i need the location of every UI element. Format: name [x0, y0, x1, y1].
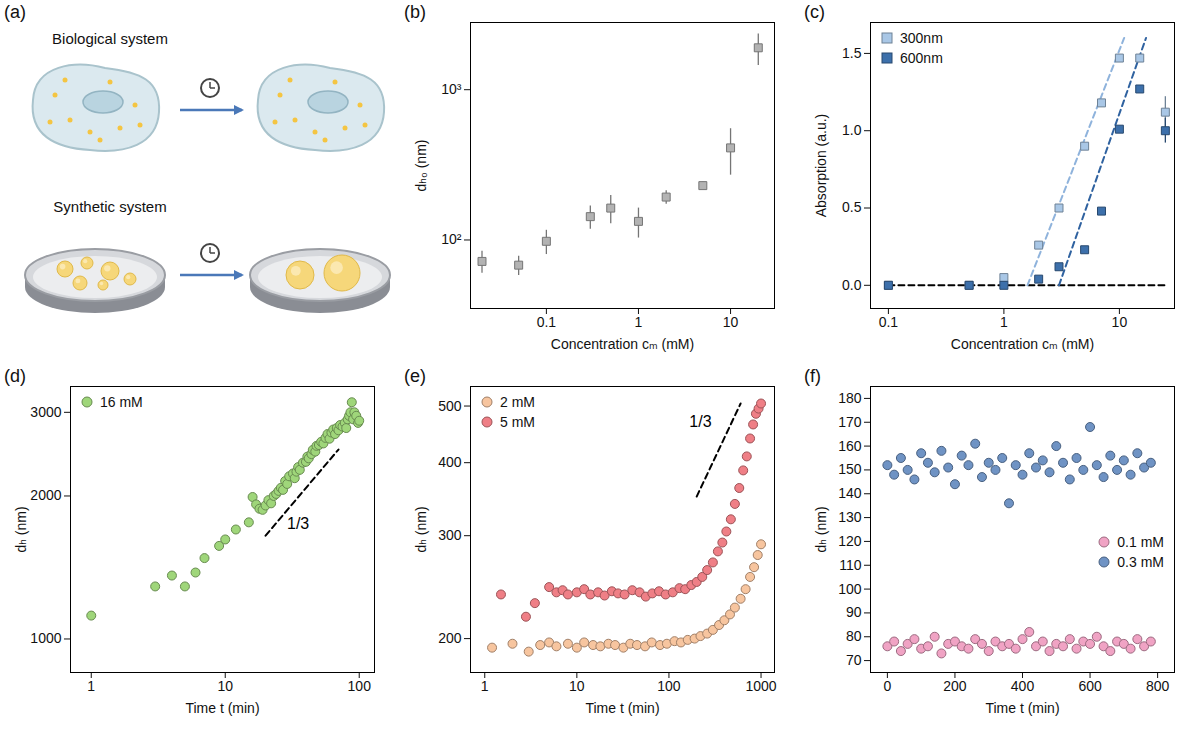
svg-text:100: 100 — [657, 678, 681, 694]
html-text:(d): (d) — [4, 366, 26, 386]
svg-text:0.5: 0.5 — [842, 199, 862, 215]
svg-text:1: 1 — [481, 678, 489, 694]
svg-text:100: 100 — [838, 581, 862, 597]
svg-text:110: 110 — [839, 557, 862, 573]
svg-text:1/3: 1/3 — [689, 413, 711, 430]
svg-text:300: 300 — [438, 527, 462, 543]
svg-text:150: 150 — [838, 461, 862, 477]
svg-text:1000: 1000 — [745, 678, 776, 694]
svg-text:200: 200 — [438, 630, 462, 646]
html-text:(b): (b) — [404, 2, 426, 22]
html-text:16 mM: 16 mM — [100, 394, 143, 410]
svg-text:1.0: 1.0 — [842, 122, 862, 138]
html-text:2 mM: 2 mM — [500, 394, 535, 410]
svg-text:10: 10 — [569, 678, 585, 694]
svg-text:0.0: 0.0 — [842, 277, 862, 293]
svg-text:500: 500 — [438, 398, 462, 414]
svg-text:Time t (min): Time t (min) — [585, 700, 659, 716]
svg-text:600: 600 — [1078, 678, 1102, 694]
svg-text:0: 0 — [883, 678, 891, 694]
svg-text:80: 80 — [846, 628, 862, 644]
svg-text:90: 90 — [846, 604, 862, 620]
svg-text:10³: 10³ — [441, 81, 462, 97]
svg-text:Time t (min): Time t (min) — [185, 700, 259, 716]
svg-text:0.1: 0.1 — [879, 314, 899, 330]
svg-text:130: 130 — [838, 509, 862, 525]
svg-text:2000: 2000 — [30, 487, 61, 503]
svg-text:70: 70 — [846, 652, 862, 668]
svg-text:10: 10 — [723, 314, 739, 330]
svg-text:10²: 10² — [441, 231, 462, 247]
svg-text:400: 400 — [438, 454, 462, 470]
svg-text:140: 140 — [838, 485, 862, 501]
svg-text:1: 1 — [635, 314, 643, 330]
svg-text:1: 1 — [1000, 314, 1008, 330]
html-text:0.1 mM: 0.1 mM — [1117, 533, 1164, 550]
svg-text:dₕ (nm): dₕ (nm) — [13, 506, 29, 552]
html-text:0.3 mM: 0.3 mM — [1117, 553, 1164, 570]
svg-text:100: 100 — [348, 678, 372, 694]
svg-text:160: 160 — [838, 438, 862, 454]
svg-text:10: 10 — [217, 678, 233, 694]
svg-text:dₕ₀ (nm): dₕ₀ (nm) — [413, 140, 429, 192]
svg-text:dₕ (nm): dₕ (nm) — [813, 506, 829, 552]
svg-text:Absorption (a.u.): Absorption (a.u.) — [813, 114, 829, 218]
svg-text:Concentration cₘ (mM): Concentration cₘ (mM) — [951, 336, 1094, 352]
svg-text:180: 180 — [838, 390, 862, 406]
svg-text:1/3: 1/3 — [287, 515, 309, 532]
svg-text:3000: 3000 — [30, 404, 61, 420]
svg-text:dₕ (nm): dₕ (nm) — [413, 506, 429, 552]
svg-text:1000: 1000 — [30, 630, 61, 646]
svg-text:1.5: 1.5 — [842, 45, 862, 61]
html-text:(a): (a) — [4, 2, 26, 22]
html-text:(c): (c) — [804, 2, 825, 22]
html-text:600nm: 600nm — [900, 50, 943, 66]
html-text:(f): (f) — [804, 366, 821, 386]
svg-text:800: 800 — [1146, 678, 1170, 694]
html-text:5 mM: 5 mM — [500, 414, 535, 430]
svg-text:200: 200 — [943, 678, 967, 694]
svg-text:170: 170 — [838, 414, 862, 430]
svg-text:Time t (min): Time t (min) — [985, 700, 1059, 716]
html-text:300nm: 300nm — [900, 30, 943, 46]
svg-text:Concentration cₘ (mM): Concentration cₘ (mM) — [551, 336, 694, 352]
svg-text:Synthetic system: Synthetic system — [53, 198, 166, 215]
svg-text:10: 10 — [1112, 314, 1128, 330]
svg-text:Biological system: Biological system — [52, 30, 168, 47]
svg-text:1: 1 — [87, 678, 95, 694]
svg-text:400: 400 — [1011, 678, 1035, 694]
svg-text:0.1: 0.1 — [537, 314, 557, 330]
html-text:(e): (e) — [404, 366, 426, 386]
svg-text:120: 120 — [838, 533, 862, 549]
